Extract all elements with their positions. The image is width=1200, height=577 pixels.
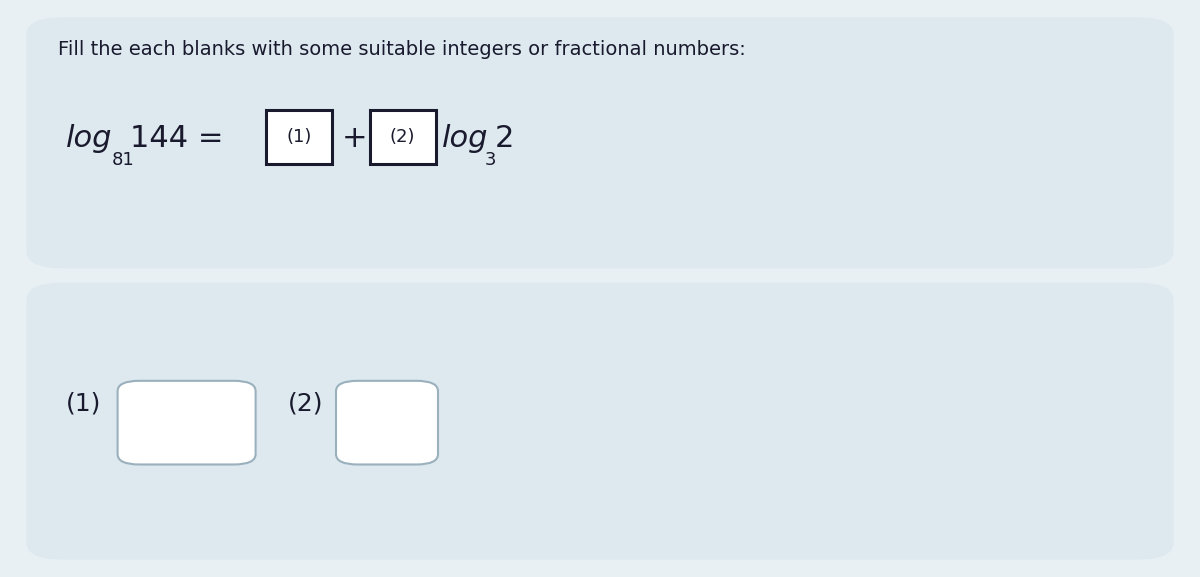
Text: (1): (1) (287, 128, 312, 146)
Text: +: + (342, 124, 367, 153)
Text: 2: 2 (494, 124, 514, 153)
FancyBboxPatch shape (336, 381, 438, 464)
FancyBboxPatch shape (370, 110, 436, 164)
Text: 3: 3 (485, 151, 497, 170)
Text: 144 =: 144 = (130, 124, 223, 153)
FancyBboxPatch shape (26, 17, 1174, 268)
Text: (1): (1) (66, 392, 101, 416)
Text: (2): (2) (288, 392, 324, 416)
Text: 81: 81 (112, 151, 134, 170)
FancyBboxPatch shape (118, 381, 256, 464)
FancyBboxPatch shape (26, 283, 1174, 560)
Text: (2): (2) (390, 128, 415, 146)
Text: log: log (442, 124, 488, 153)
Text: log: log (66, 124, 113, 153)
Text: Fill the each blanks with some suitable integers or fractional numbers:: Fill the each blanks with some suitable … (58, 40, 745, 58)
FancyBboxPatch shape (266, 110, 332, 164)
